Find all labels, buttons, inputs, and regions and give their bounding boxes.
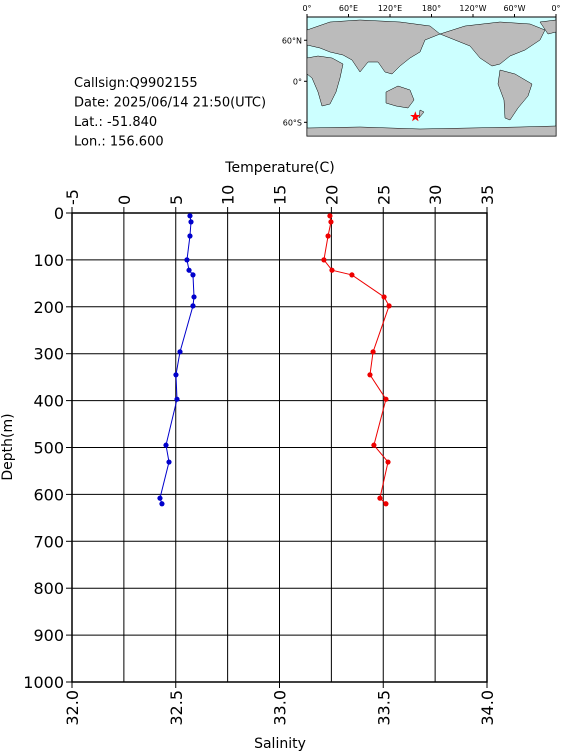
profile-point — [325, 233, 331, 239]
info-line: Lon.: 156.600 — [74, 135, 164, 150]
profile-point — [174, 396, 180, 402]
y-tick-label: 300 — [33, 345, 64, 364]
map-y-tick-label: 0° — [293, 77, 302, 86]
profile-point — [190, 303, 196, 309]
map-x-tick-label: 180° — [422, 4, 441, 13]
map-marker — [410, 111, 421, 122]
profile-point — [367, 372, 373, 378]
map-y-tick-label: 60°S — [283, 118, 302, 127]
map: 0° 60°E 120°E 180° 120°W 60°W 0° 60°N 0° 60°S — [282, 4, 561, 137]
profile-point — [177, 349, 183, 355]
info-line: Callsign:Q9902155 — [74, 76, 198, 91]
profile-point — [328, 219, 334, 225]
map-x-tick-label: 120°E — [378, 4, 402, 13]
x2-tick-label: 15 — [271, 185, 290, 205]
info-line: Date: 2025/06/14 21:50(UTC) — [74, 96, 266, 111]
x2-tick-label: -5 — [63, 189, 82, 205]
profile-point — [186, 267, 192, 273]
profile-point — [187, 213, 193, 219]
profile-point — [377, 495, 383, 501]
map-x-tick-label: 0° — [551, 4, 560, 13]
profile-point — [159, 501, 165, 507]
x2-axis-title: Temperature(C) — [224, 160, 334, 176]
profile-point — [385, 459, 391, 465]
x2-tick-label: 20 — [322, 185, 341, 205]
y-tick-label: 200 — [33, 298, 64, 317]
map-y-tick-label: 60°N — [282, 36, 302, 45]
profile-point — [386, 303, 392, 309]
y-tick-label: 600 — [33, 485, 64, 504]
info-block: Callsign:Q9902155 Date: 2025/06/14 21:50(… — [74, 76, 266, 150]
profile-point — [329, 267, 335, 273]
map-x-tick-label: 120°W — [459, 4, 486, 13]
x2-tick-label: 0 — [115, 195, 134, 205]
map-land — [306, 19, 557, 137]
y-tick-label: 500 — [33, 439, 64, 458]
x-tick-label: 33.0 — [271, 690, 290, 726]
profile-point — [163, 442, 169, 448]
y-axis-title: Depth(m) — [0, 413, 16, 480]
info-line: Lat.: -51.840 — [74, 115, 157, 130]
profile-point — [381, 294, 387, 300]
profile-point — [184, 257, 190, 263]
x-axis-title: Salinity — [254, 736, 306, 751]
x-tick-label: 33.5 — [374, 690, 393, 726]
y-tick-label: 400 — [33, 392, 64, 411]
profile-point — [173, 372, 179, 378]
y-tick-label: 1000 — [23, 673, 64, 692]
profile-point — [349, 272, 355, 278]
x-tick-label: 32.5 — [167, 690, 186, 726]
x2-tick-label: 25 — [374, 185, 393, 205]
profile-line — [323, 215, 390, 505]
profile-point — [327, 213, 333, 219]
map-x-tick-label: 60°E — [339, 4, 358, 13]
profile-point — [187, 233, 193, 239]
y-tick-label: 800 — [33, 579, 64, 598]
y-tick-label: 0 — [54, 204, 64, 223]
profile-point — [383, 501, 389, 507]
profile-point — [157, 495, 163, 501]
x-tick-label: 32.0 — [63, 690, 82, 726]
y-tick-label: 100 — [33, 251, 64, 270]
profile-point — [370, 349, 376, 355]
x2-tick-label: 10 — [219, 185, 238, 205]
profile-point — [371, 442, 377, 448]
x2-tick-label: 30 — [426, 185, 445, 205]
plot-frame — [71, 212, 488, 683]
profile-point — [191, 294, 197, 300]
profile-point — [383, 396, 389, 402]
x2-tick-label: 5 — [167, 195, 186, 205]
profile-point — [188, 219, 194, 225]
y-tick-label: 700 — [33, 532, 64, 551]
x-tick-label: 34.0 — [478, 690, 497, 726]
map-x-tick-label: 60°W — [503, 4, 525, 13]
profile-point — [321, 257, 327, 263]
map-x-tick-label: 0° — [302, 4, 311, 13]
y-tick-label: 900 — [33, 626, 64, 645]
x2-tick-label: 35 — [478, 185, 497, 205]
profile-point — [190, 272, 196, 278]
profile-point — [166, 459, 172, 465]
